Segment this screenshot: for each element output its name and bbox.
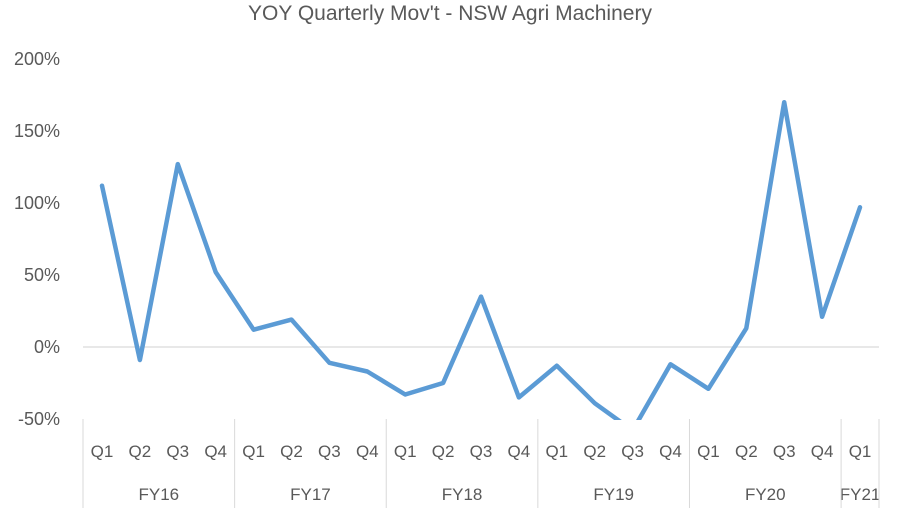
x-tick-label: Q4 (508, 442, 531, 461)
y-tick-label: 150% (14, 121, 60, 141)
x-group-label: FY21 (840, 485, 881, 504)
x-tick-label: Q1 (849, 442, 872, 461)
x-tick-label: Q1 (697, 442, 720, 461)
x-tick-label: Q1 (91, 442, 114, 461)
x-tick-label: Q3 (318, 442, 341, 461)
x-tick-label: Q3 (166, 442, 189, 461)
x-tick-label: Q4 (811, 442, 834, 461)
y-tick-label: 0% (34, 337, 60, 357)
x-tick-label: Q3 (773, 442, 796, 461)
x-tick-label: Q1 (394, 442, 417, 461)
x-tick-label: Q2 (280, 442, 303, 461)
x-tick-label: Q2 (735, 442, 758, 461)
x-tick-label: Q3 (621, 442, 644, 461)
y-tick-label: 200% (14, 49, 60, 69)
x-group-label: FY17 (290, 485, 331, 504)
x-tick-label: Q4 (659, 442, 682, 461)
y-tick-label: 100% (14, 193, 60, 213)
x-group-label: FY16 (138, 485, 179, 504)
x-tick-label: Q2 (129, 442, 152, 461)
x-group-label: FY19 (593, 485, 634, 504)
x-group-label: FY20 (745, 485, 786, 504)
y-axis-ticks: 200% 150% 100% 50% 0% -50% (14, 49, 60, 429)
series-group (99, 99, 863, 420)
y-tick-label: -50% (18, 409, 60, 429)
x-tick-label: Q4 (204, 442, 227, 461)
chart-title: YOY Quarterly Mov't - NSW Agri Machinery (248, 2, 652, 25)
x-tick-label: Q1 (545, 442, 568, 461)
x-tick-label: Q2 (583, 442, 606, 461)
x-tick-label: Q3 (470, 442, 493, 461)
y-tick-label: 50% (24, 265, 60, 285)
x-tick-label: Q2 (432, 442, 455, 461)
x-group-label: FY18 (442, 485, 483, 504)
x-tick-label: Q1 (242, 442, 265, 461)
x-tick-label: Q4 (356, 442, 379, 461)
series-line (99, 99, 863, 420)
x-axis: Q1 Q2 Q3 Q4 FY16 Q1 Q2 Q3 Q4 FY17 Q1 Q2 Q3 Q4 FY18 Q1 Q2… (82, 346, 881, 508)
